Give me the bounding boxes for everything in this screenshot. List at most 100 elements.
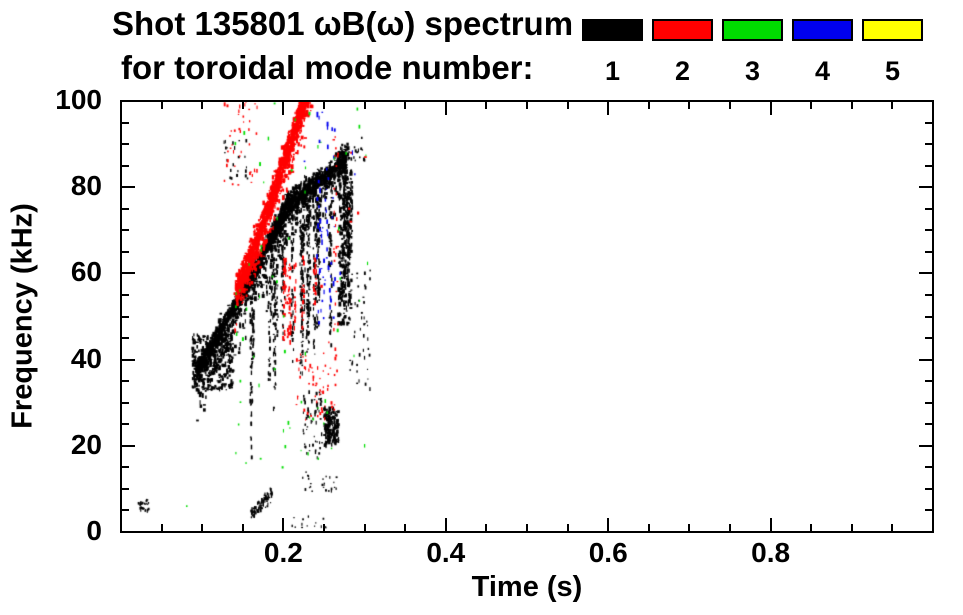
tick-mark	[925, 143, 932, 146]
legend-label: 4	[814, 56, 831, 86]
tick-mark	[891, 102, 894, 109]
tick-mark	[122, 293, 129, 296]
tick-mark	[925, 337, 932, 340]
tick-mark	[363, 524, 366, 531]
tick-mark	[122, 358, 135, 361]
tick-mark	[122, 272, 135, 275]
tick-mark	[919, 531, 932, 533]
tick-mark	[925, 293, 932, 296]
tick-mark	[122, 100, 135, 102]
tick-mark	[810, 102, 813, 109]
legend-label: 1	[604, 56, 621, 86]
tick-mark	[919, 358, 932, 361]
tick-mark	[201, 102, 204, 109]
tick-mark	[566, 524, 569, 531]
chart-title: Shot 135801 ωB(ω) spectrum	[112, 5, 574, 42]
tick-mark	[122, 401, 129, 404]
y-tick-label: 0	[86, 515, 102, 546]
tick-mark	[122, 380, 129, 383]
y-axis-label: Frequency (kHz)	[6, 203, 39, 429]
tick-mark	[241, 102, 244, 109]
tick-mark	[688, 524, 691, 531]
tick-mark	[404, 524, 407, 531]
y-tick-label: 40	[70, 342, 102, 374]
tick-mark	[647, 102, 650, 109]
tick-mark	[925, 380, 932, 383]
tick-mark	[122, 143, 129, 146]
tick-mark	[850, 102, 853, 109]
legend-swatch-3	[722, 19, 783, 41]
tick-mark	[122, 207, 129, 210]
tick-mark	[122, 444, 135, 447]
tick-mark	[122, 164, 129, 167]
tick-mark	[122, 423, 129, 426]
tick-mark	[122, 487, 129, 490]
legend-swatch-4	[792, 19, 853, 41]
tick-mark	[363, 102, 366, 109]
y-tick-label: 100	[55, 84, 102, 115]
tick-mark	[323, 102, 325, 109]
legend-swatch-2	[652, 19, 713, 41]
tick-mark	[925, 466, 932, 469]
tick-mark	[122, 250, 129, 253]
y-tick-label: 20	[70, 428, 102, 460]
x-axis-label: Time (s)	[471, 571, 583, 603]
tick-mark	[925, 164, 932, 167]
tick-mark	[526, 102, 528, 109]
tick-mark	[919, 100, 932, 102]
tick-mark	[485, 524, 488, 531]
tick-mark	[160, 524, 163, 531]
tick-mark	[769, 102, 772, 115]
tick-mark	[769, 518, 772, 531]
tick-mark	[607, 102, 610, 115]
tick-mark	[444, 518, 447, 531]
tick-mark	[241, 524, 244, 531]
tick-mark	[810, 524, 813, 531]
y-tick-label: 80	[70, 170, 102, 202]
y-tick-label: 60	[70, 256, 102, 288]
tick-mark	[122, 531, 135, 533]
tick-mark	[925, 423, 932, 426]
tick-mark	[404, 102, 407, 109]
legend-swatch-1	[582, 19, 643, 41]
legend-swatch-5	[862, 19, 923, 41]
tick-mark	[122, 186, 135, 189]
tick-mark	[850, 524, 853, 531]
tick-mark	[925, 401, 932, 404]
scatter-canvas	[122, 102, 932, 531]
tick-mark	[891, 524, 894, 531]
tick-mark	[925, 509, 932, 512]
x-tick-label: 0.8	[751, 537, 791, 568]
tick-mark	[729, 102, 731, 109]
tick-mark	[160, 102, 163, 109]
tick-mark	[122, 466, 129, 469]
tick-mark	[323, 524, 325, 531]
tick-mark	[919, 186, 932, 189]
tick-mark	[925, 207, 932, 210]
tick-mark	[526, 524, 528, 531]
chart-subtitle: for toroidal mode number:	[121, 49, 534, 86]
tick-mark	[919, 444, 932, 447]
tick-mark	[201, 524, 204, 531]
legend-label: 5	[884, 56, 901, 86]
tick-mark	[919, 272, 932, 275]
tick-mark	[647, 524, 650, 531]
legend-label: 3	[744, 56, 761, 86]
tick-mark	[925, 229, 932, 232]
x-tick-label: 0.2	[263, 537, 303, 568]
x-tick-label: 0.4	[426, 537, 466, 568]
x-tick-label: 0.6	[588, 537, 628, 568]
tick-mark	[688, 102, 691, 109]
tick-mark	[485, 102, 488, 109]
tick-mark	[566, 102, 569, 109]
tick-mark	[122, 315, 129, 318]
tick-mark	[925, 250, 932, 253]
tick-mark	[122, 229, 129, 232]
tick-mark	[925, 487, 932, 490]
tick-mark	[122, 509, 129, 512]
legend-label: 2	[674, 56, 691, 86]
tick-mark	[607, 518, 610, 531]
tick-mark	[729, 524, 731, 531]
tick-mark	[282, 102, 285, 115]
